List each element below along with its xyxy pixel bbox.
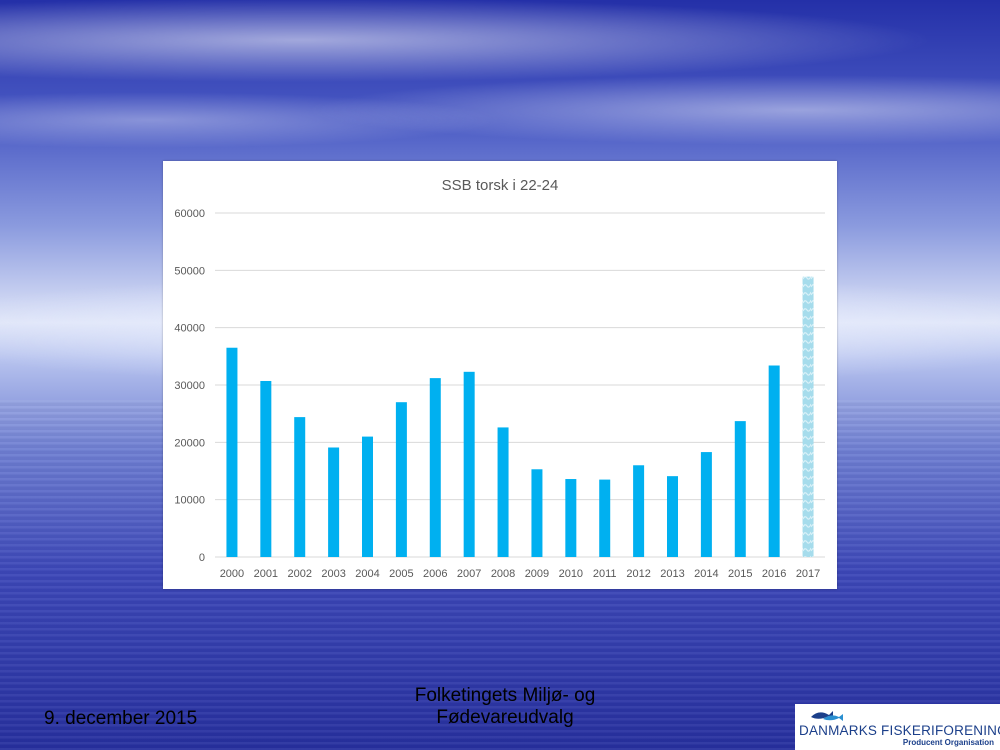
bar-2000 <box>226 347 238 557</box>
y-tick-label: 50000 <box>174 265 205 277</box>
chart-panel: SSB torsk i 22-24 0 10000 20000 30000 40000 5… <box>163 161 837 589</box>
x-tick-label: 2012 <box>626 568 650 580</box>
bar-2016 <box>768 365 780 557</box>
x-tick-label: 2001 <box>254 568 278 580</box>
bar-2008 <box>497 427 509 557</box>
bar-2003 <box>328 447 340 557</box>
y-tick-label: 40000 <box>174 323 205 335</box>
fish-icon <box>811 711 843 721</box>
gridlines <box>215 212 825 558</box>
x-tick-label: 2010 <box>559 568 583 580</box>
x-tick-label: 2003 <box>321 568 345 580</box>
y-axis-ticks: 0 10000 20000 30000 40000 50000 60000 <box>174 208 205 564</box>
x-tick-label: 2014 <box>694 568 718 580</box>
x-tick-label: 2015 <box>728 568 752 580</box>
bar-2009 <box>531 469 543 557</box>
x-tick-label: 2013 <box>660 568 684 580</box>
bar-2011 <box>599 479 611 557</box>
y-tick-label: 30000 <box>174 380 205 392</box>
bar-2010 <box>565 479 577 557</box>
y-tick-label: 60000 <box>174 208 205 220</box>
x-tick-label: 2007 <box>457 568 481 580</box>
committee-line-2: Fødevareudvalg <box>436 707 574 728</box>
bar-2012 <box>633 465 645 557</box>
bar-2017-projected <box>802 276 814 557</box>
bar-chart: SSB torsk i 22-24 0 10000 20000 30000 40000 5… <box>174 177 825 580</box>
x-tick-label: 2004 <box>355 568 379 580</box>
x-tick-label: 2009 <box>525 568 549 580</box>
bar-2014 <box>700 452 712 557</box>
x-tick-label: 2016 <box>762 568 786 580</box>
logo-name: DANMARKS FISKERIFORENING <box>799 723 1000 738</box>
x-tick-label: 2008 <box>491 568 515 580</box>
x-tick-label: 2005 <box>389 568 413 580</box>
bar-2002 <box>294 417 306 557</box>
organisation-logo: DANMARKS FISKERIFORENING Producent Organ… <box>795 704 1000 750</box>
x-tick-label: 2006 <box>423 568 447 580</box>
bar-2015 <box>734 421 746 557</box>
y-tick-label: 0 <box>199 552 205 564</box>
committee-line-1: Folketingets Miljø- og <box>414 685 596 706</box>
bar-2001 <box>260 380 272 557</box>
presentation-date: 9. december 2015 <box>44 708 198 729</box>
chart-title: SSB torsk i 22-24 <box>442 177 559 194</box>
x-tick-label: 2002 <box>287 568 311 580</box>
logo-subtitle: Producent Organisation <box>902 738 994 747</box>
x-tick-label: 2017 <box>796 568 820 580</box>
x-axis-ticks: 2000 2001 2002 2003 2004 2005 2006 2007 2008 2009… <box>220 568 821 580</box>
bar-2006 <box>429 378 441 557</box>
bar-2007 <box>463 371 475 557</box>
x-tick-label: 2011 <box>593 568 617 580</box>
x-tick-label: 2000 <box>220 568 244 580</box>
y-tick-label: 20000 <box>174 437 205 449</box>
bar-2005 <box>395 402 407 557</box>
y-tick-label: 10000 <box>174 495 205 507</box>
bar-2004 <box>362 436 373 557</box>
bar-2013 <box>667 476 678 557</box>
bars <box>226 276 814 557</box>
committee-name: Folketingets Miljø- og Fødevareudvalg <box>390 685 620 729</box>
